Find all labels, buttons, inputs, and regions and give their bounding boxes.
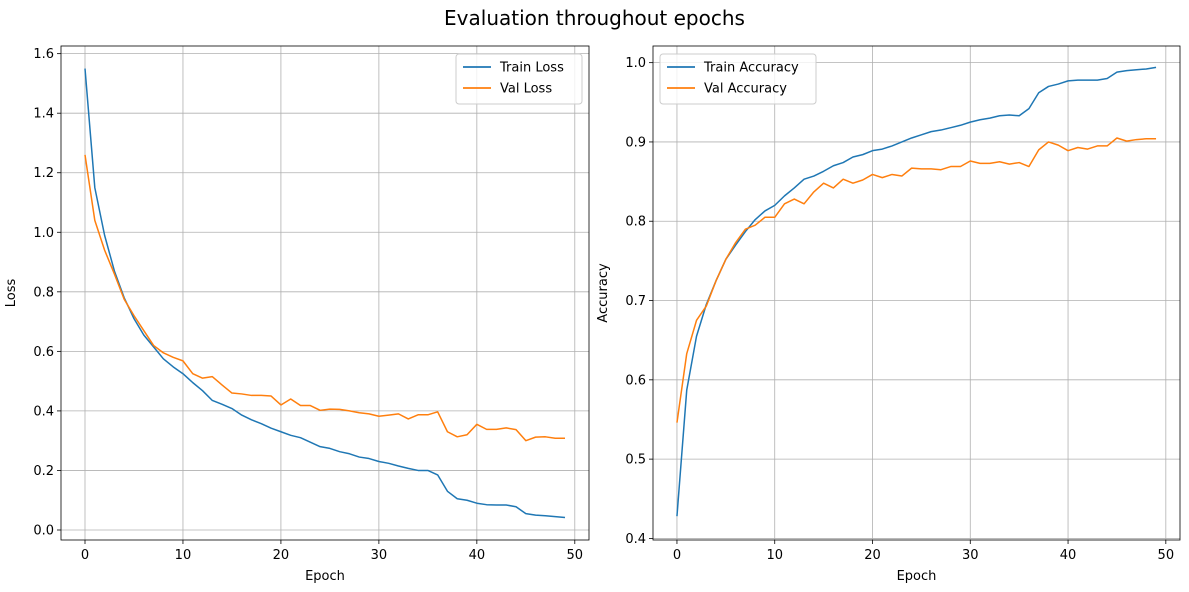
accuracy-legend-label-1: Val Accuracy bbox=[704, 82, 787, 97]
figure-title: Evaluation throughout epochs bbox=[444, 6, 745, 30]
accuracy-ytick-label-1: 0.5 bbox=[625, 453, 646, 468]
accuracy-ylabel: Accuracy bbox=[596, 263, 611, 323]
accuracy-ytick-label-5: 0.9 bbox=[625, 135, 646, 150]
accuracy-ytick-label-3: 0.7 bbox=[625, 294, 646, 309]
loss-ylabel: Loss bbox=[4, 279, 19, 308]
accuracy-xtick-label-3: 30 bbox=[962, 548, 979, 563]
accuracy-ytick-label-0: 0.4 bbox=[625, 532, 646, 547]
loss-ytick-label-0: 0.0 bbox=[33, 523, 54, 538]
loss-ytick-label-1: 0.2 bbox=[33, 464, 54, 479]
loss-ytick-label-2: 0.4 bbox=[33, 404, 54, 419]
loss-series-1-line bbox=[84, 154, 565, 442]
loss-ytick-label-8: 1.6 bbox=[33, 47, 54, 62]
accuracy-xtick-label-0: 0 bbox=[673, 548, 681, 563]
loss-xtick-label-3: 30 bbox=[371, 548, 388, 563]
loss-xlabel: Epoch bbox=[305, 569, 345, 584]
loss-legend-label-0: Train Loss bbox=[499, 61, 564, 76]
loss-legend: Train Loss Val Loss bbox=[455, 53, 583, 105]
loss-axes-frame bbox=[60, 45, 590, 541]
accuracy-axes-frame bbox=[652, 45, 1181, 541]
accuracy-legend-label-0: Train Accuracy bbox=[703, 61, 799, 76]
loss-ytick-label-7: 1.4 bbox=[33, 107, 54, 122]
accuracy-ytick-label-2: 0.6 bbox=[625, 373, 646, 388]
loss-xtick-label-4: 40 bbox=[469, 548, 486, 563]
loss-xtick-label-5: 50 bbox=[567, 548, 584, 563]
accuracy-xtick-label-1: 10 bbox=[766, 548, 783, 563]
loss-legend-label-1: Val Loss bbox=[500, 82, 552, 97]
accuracy-ytick-label-4: 0.8 bbox=[625, 215, 646, 230]
loss-ytick-label-6: 1.2 bbox=[33, 166, 54, 181]
accuracy-series-1-line bbox=[676, 137, 1157, 423]
accuracy-series-0-line bbox=[676, 66, 1157, 517]
accuracy-chart: 0 10 20 30 40 50 0.4 0.5 0.6 0.7 0.8 0.9 1.0 Epoch Acc… bbox=[596, 45, 1181, 584]
accuracy-legend: Train Accuracy Val Accuracy bbox=[659, 53, 817, 105]
accuracy-legend-box bbox=[659, 53, 817, 105]
loss-series-0-line bbox=[84, 68, 566, 519]
loss-xtick-label-0: 0 bbox=[81, 548, 89, 563]
loss-ytick-label-5: 1.0 bbox=[33, 226, 54, 241]
loss-xtick-label-1: 10 bbox=[175, 548, 192, 563]
accuracy-xtick-label-4: 40 bbox=[1060, 548, 1077, 563]
accuracy-xtick-label-5: 50 bbox=[1158, 548, 1175, 563]
loss-ytick-label-3: 0.6 bbox=[33, 345, 54, 360]
loss-ytick-label-4: 0.8 bbox=[33, 285, 54, 300]
accuracy-xlabel: Epoch bbox=[897, 569, 937, 584]
accuracy-ytick-label-6: 1.0 bbox=[625, 56, 646, 71]
loss-chart: 0 10 20 30 40 50 0.0 0.2 0.4 0.6 0.8 1.0 1.2 1.4 1.6 Ep… bbox=[4, 45, 590, 584]
loss-xtick-label-2: 20 bbox=[273, 548, 290, 563]
accuracy-xtick-label-2: 20 bbox=[864, 548, 881, 563]
